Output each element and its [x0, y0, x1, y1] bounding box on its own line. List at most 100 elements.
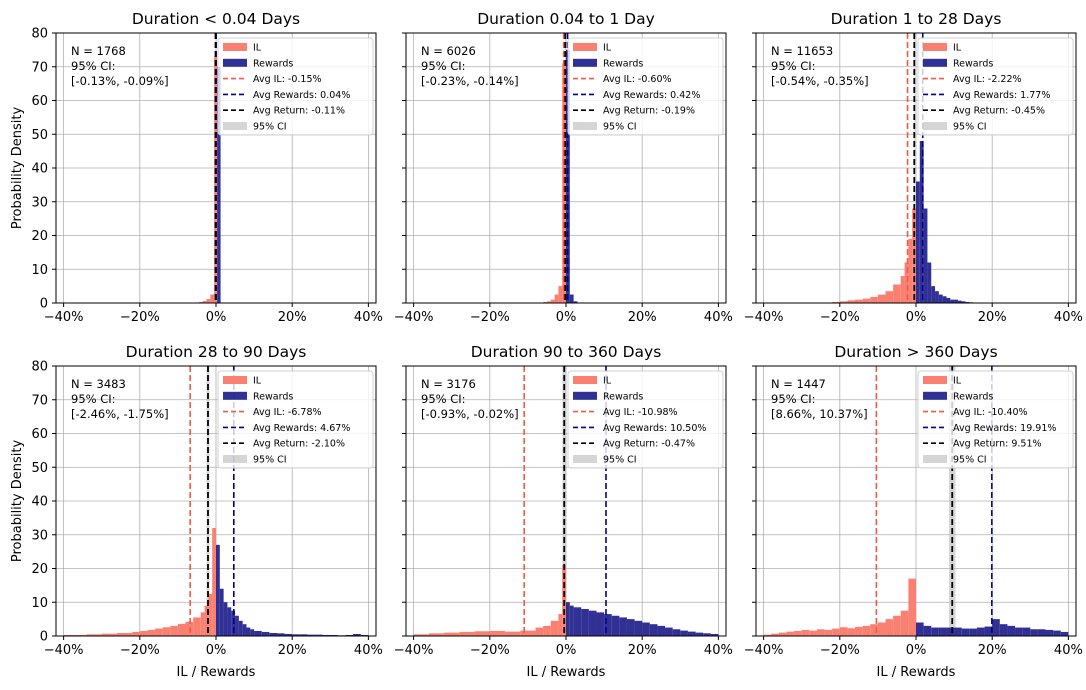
il-bar [546, 301, 551, 303]
legend-rewards-swatch [223, 391, 247, 400]
rewards-bar [566, 49, 570, 303]
legend-avg-il-label: Avg IL: -0.15% [253, 74, 322, 85]
subplot-4: −40% −20% 0% 20% 40% 0 10 20 30 40 50 60 70 80 Duratio… [10, 343, 383, 680]
rewards-bar [923, 625, 932, 636]
subplot-6: −40% −20% 0% 20% 40% Duration > 360 Days IL / … [744, 343, 1083, 680]
x-tick-label: 0% [206, 310, 227, 325]
il-bar [63, 634, 87, 636]
rewards-bar [999, 624, 1008, 636]
rewards-bar [992, 619, 1000, 636]
subplot-title: Duration 28 to 90 Days [126, 343, 307, 361]
x-tick-label: −40% [394, 643, 434, 658]
rewards-bar [235, 615, 239, 636]
legend-rewards-label: Rewards [953, 391, 993, 402]
rewards-bar [216, 544, 220, 636]
il-bar [855, 299, 863, 303]
rewards-bar [919, 141, 924, 303]
rewards-bar [946, 297, 951, 303]
legend-rewards-swatch [573, 58, 597, 67]
rewards-bar [299, 634, 308, 636]
x-tick-label: −20% [120, 310, 160, 325]
x-tick-label: −20% [820, 310, 860, 325]
x-tick-label: −20% [470, 310, 510, 325]
x-tick-label: 20% [628, 643, 657, 658]
rewards-bar [360, 634, 369, 636]
rewards-bar [246, 627, 251, 636]
il-bar [904, 262, 909, 303]
il-bar [177, 623, 186, 636]
y-axis-label: Probability Density [10, 107, 25, 230]
il-bar [489, 630, 506, 636]
rewards-bar [976, 627, 985, 636]
legend-box [917, 37, 1074, 136]
rewards-bar [703, 633, 711, 636]
legend-il-swatch [923, 43, 947, 51]
n-count-label: N = 3176 [421, 377, 476, 391]
legend-avg-il-label: Avg IL: -6.78% [253, 407, 322, 418]
il-bar [116, 632, 133, 636]
x-tick-label: −40% [744, 310, 784, 325]
legend-ci-swatch [223, 455, 247, 463]
il-bar [847, 300, 856, 303]
il-bar [558, 286, 563, 303]
il-bar [862, 298, 871, 303]
legend-ci-label: 95% CI [603, 455, 637, 466]
x-axis-label: IL / Rewards [527, 665, 606, 680]
il-bar [877, 622, 886, 636]
rewards-bar [569, 605, 574, 636]
ci-range-label: [-0.13%, -0.09%] [71, 74, 169, 88]
ci-heading-label: 95% CI: [71, 59, 116, 73]
il-bar [885, 291, 894, 303]
x-axis-label: IL / Rewards [877, 665, 956, 680]
n-count-label: N = 11653 [771, 44, 833, 58]
rewards-bar [969, 628, 977, 636]
rewards-bar [626, 619, 635, 636]
y-tick-label: 10 [31, 263, 48, 278]
il-bar [147, 629, 156, 636]
il-bar [413, 634, 429, 636]
legend-box [217, 370, 374, 469]
y-tick-label: 40 [31, 495, 48, 510]
legend-avg-return-label: Avg Return: -2.10% [253, 439, 345, 450]
rewards-bar [353, 633, 361, 636]
il-bar [459, 631, 475, 636]
legend-rewards-label: Rewards [253, 58, 293, 69]
x-tick-label: 40% [1054, 643, 1083, 658]
y-tick-label: 70 [31, 60, 48, 75]
il-bar [202, 300, 207, 303]
legend-ci-label: 95% CI [253, 455, 287, 466]
rewards-bar [219, 588, 224, 636]
legend-avg-return-label: Avg Return: -0.11% [253, 106, 345, 117]
il-bar [824, 629, 833, 636]
il-bar [554, 294, 559, 303]
plot-area [413, 366, 719, 636]
il-bar [893, 284, 901, 303]
il-bar [198, 301, 203, 303]
rewards-bar [946, 627, 955, 636]
x-tick-label: −40% [44, 310, 84, 325]
rewards-bar [931, 627, 939, 636]
legend: IL Rewards Avg IL: -0.15% Avg Rewards: 0.04… [217, 37, 374, 136]
rewards-bar [1045, 629, 1054, 636]
legend-il-label: IL [253, 43, 262, 54]
subplot-5: −40% −20% 0% 20% 40% Duration 90 to 360 Days I… [394, 343, 733, 680]
x-tick-label: 20% [628, 310, 657, 325]
y-tick-label: 20 [31, 562, 48, 577]
x-tick-label: −20% [820, 643, 860, 658]
subplot-title: Duration 0.04 to 1 Day [477, 10, 655, 28]
rewards-bar [330, 634, 338, 636]
il-bar [550, 299, 555, 303]
rewards-bar [1015, 627, 1023, 636]
rewards-bar [1007, 625, 1016, 636]
rewards-bar [284, 633, 293, 636]
rewards-bar [242, 624, 247, 636]
il-bar [839, 301, 848, 303]
plot-area [198, 33, 221, 303]
il-bar [193, 617, 201, 636]
rewards-bar [573, 607, 582, 636]
il-bar [900, 276, 905, 303]
n-count-label: N = 3483 [71, 377, 126, 391]
legend-ci-swatch [923, 122, 947, 130]
legend-rewards-swatch [923, 391, 947, 400]
